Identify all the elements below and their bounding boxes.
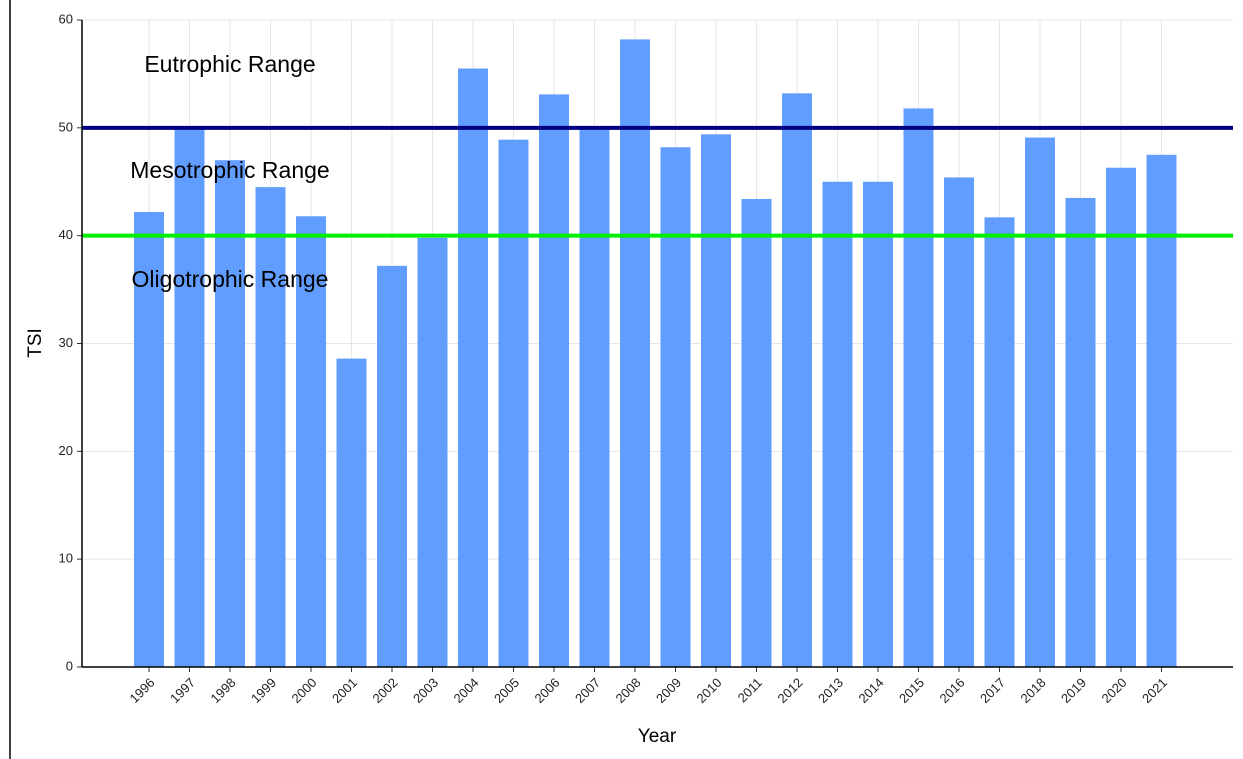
x-tick-label: 2016: [936, 675, 967, 706]
x-tick-label: 2009: [653, 675, 684, 706]
x-tick-label: 2020: [1098, 675, 1129, 706]
bar: [984, 217, 1015, 667]
bar: [215, 160, 245, 667]
x-tick-label: 2012: [774, 675, 805, 706]
bar: [377, 265, 407, 667]
bar: [741, 199, 772, 667]
y-tick-label: 0: [66, 658, 73, 673]
x-tick-label: 2021: [1139, 675, 1170, 706]
y-tick-label: 30: [59, 335, 73, 350]
x-tick-label: 2001: [329, 675, 360, 706]
x-tick-label: 1997: [167, 675, 198, 706]
bar: [660, 147, 691, 667]
x-tick-label: 2017: [977, 675, 1008, 706]
x-tick-label: 2000: [288, 675, 319, 706]
x-tick-label: 2010: [693, 675, 724, 706]
x-tick-label: 2008: [612, 675, 643, 706]
y-tick-label: 20: [59, 443, 73, 458]
annotation: Oligotrophic Range: [132, 266, 329, 292]
x-tick-label: 2011: [735, 675, 765, 705]
x-tick-label: 2013: [815, 675, 846, 706]
x-tick-label: 2014: [855, 675, 886, 706]
x-tick-label: 2005: [491, 675, 522, 706]
bar: [134, 211, 164, 667]
x-tick-label: 2019: [1058, 675, 1089, 706]
bar: [782, 93, 812, 668]
bar: [863, 181, 893, 667]
y-tick-label: 40: [59, 227, 73, 242]
y-tick-label: 60: [59, 11, 73, 26]
bar: [1025, 137, 1055, 667]
bar: [174, 127, 205, 668]
bar: [417, 237, 448, 667]
x-tick-label: 2004: [450, 675, 481, 706]
bar: [903, 108, 934, 667]
x-tick-label: 2002: [369, 675, 400, 706]
x-tick-label: 2007: [572, 675, 603, 706]
x-axis-title: Year: [638, 726, 677, 747]
bar: [539, 94, 569, 667]
x-tick-label: 1998: [207, 675, 238, 706]
annotation: Eutrophic Range: [144, 51, 315, 77]
x-tick-label: 2015: [896, 675, 927, 706]
y-tick-label: 10: [59, 551, 73, 566]
x-tick-label: 1999: [248, 675, 279, 706]
bar: [296, 216, 326, 668]
x-tick-label: 1996: [126, 675, 157, 706]
y-tick-label: 50: [59, 119, 73, 134]
bar: [944, 177, 974, 668]
bar: [255, 187, 286, 667]
y-axis-title: TSI: [25, 328, 46, 358]
x-tick-label: 2006: [531, 675, 562, 706]
x-tick-label: 2003: [410, 675, 441, 706]
bar: [620, 39, 650, 668]
x-tick-label: 2018: [1017, 675, 1048, 706]
bar: [1065, 197, 1096, 668]
annotation: Mesotrophic Range: [130, 157, 329, 183]
bar: [701, 134, 731, 667]
bar: [822, 181, 853, 667]
bar: [1106, 167, 1136, 667]
bar: [579, 128, 610, 667]
bar: [1146, 154, 1177, 667]
bar: [458, 68, 488, 667]
bar: [498, 139, 529, 667]
bar: [336, 358, 367, 667]
